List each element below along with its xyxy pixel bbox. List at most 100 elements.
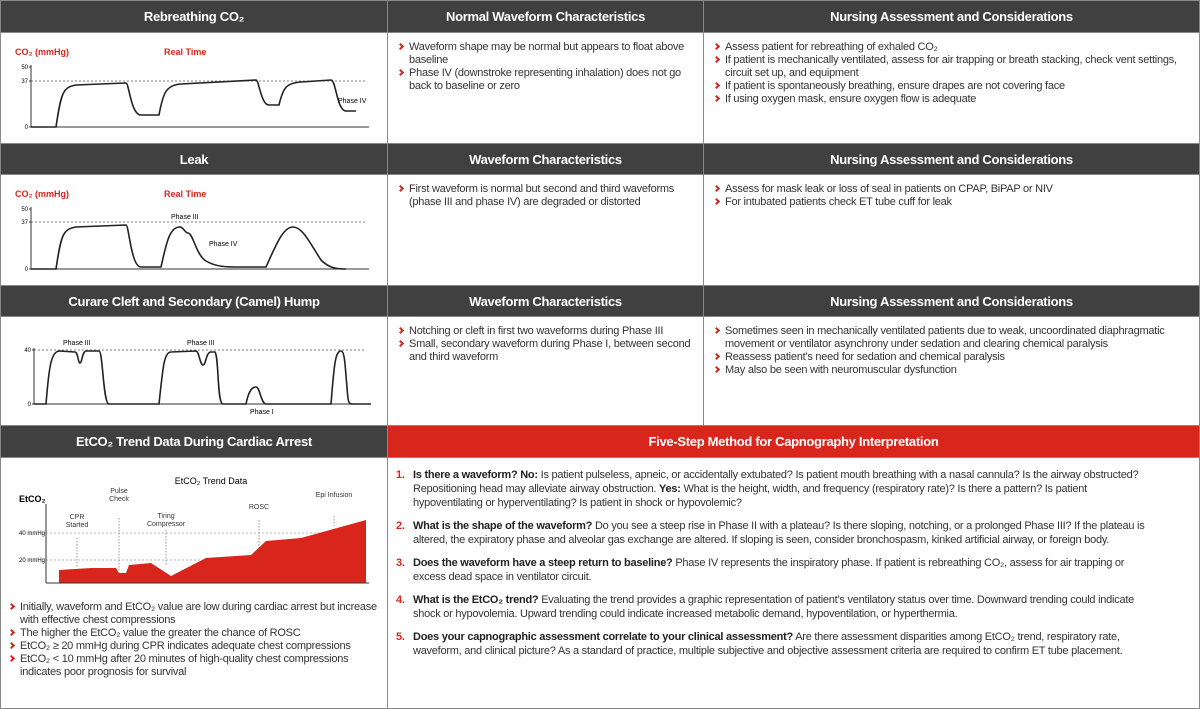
five-step-cell: 1. Is there a waveform? No: Is patient pu… [387, 457, 1200, 709]
waveform [31, 79, 356, 128]
waveform [34, 350, 371, 405]
step-text: Phase IV represents the inspiratory phas… [413, 557, 1125, 583]
step-question: What is the EtCO₂ trend? [413, 594, 539, 606]
graph-cell: CO₂ (mmHg) Real Time 50 37 0 Phase III Phase I… [0, 174, 388, 286]
bullet-item: May also be seen with neuromuscular dysf… [712, 364, 1189, 377]
section-header: Normal Waveform Characteristics [387, 0, 704, 33]
phase-label: Phase III [63, 340, 91, 347]
bullet-item: Sometimes seen in mechanically ventilate… [712, 325, 1189, 351]
bullet-cell: Assess patient for rebreathing of exhale… [703, 32, 1200, 144]
bullet-item: Small, secondary waveform during Phase I… [396, 338, 693, 364]
bullet-chevron [7, 628, 16, 637]
section-header: Five-Step Method for Capnography Interpr… [387, 425, 1200, 458]
bullet-text: EtCO₂ < 10 mmHg after 20 minutes of high… [20, 653, 349, 678]
y-tick-label: 50 [21, 65, 28, 71]
bullet-text: Phase IV (downstroke representing inhala… [409, 67, 681, 92]
chart-title: EtCO₂ Trend Data [175, 476, 248, 486]
bullet-text: Notching or cleft in first two waveforms… [409, 325, 664, 337]
bullet-chevron [712, 326, 721, 335]
bullet-cell: Notching or cleft in first two waveforms… [387, 316, 704, 426]
step-text: Is patient pulseless, apneic, or acciden… [413, 469, 1139, 495]
y-tick-label: 0 [28, 402, 32, 408]
step-question: Yes: [659, 483, 681, 495]
bullet-list: Assess for mask leak or loss of seal in … [712, 183, 1189, 209]
level-label: 40 mmHg [19, 531, 45, 537]
bullet-text: First waveform is normal but second and … [409, 183, 675, 208]
bullet-item: Assess patient for rebreathing of exhale… [712, 41, 1189, 54]
waveform-graph: CO₂ (mmHg) Real Time 50 37 0 Phase IV [15, 47, 369, 131]
step-question: Does your capnographic assessment correl… [413, 631, 793, 643]
bullet-item: Assess for mask leak or loss of seal in … [712, 183, 1189, 196]
section-header: EtCO₂ Trend Data During Cardiac Arrest [0, 425, 388, 458]
section-header: Waveform Characteristics [387, 285, 704, 317]
phase-label: Phase III [187, 340, 215, 347]
bullet-chevron [712, 365, 721, 374]
bullet-item: Phase IV (downstroke representing inhala… [396, 67, 693, 93]
bullet-item: Reassess patient’s need for sedation and… [712, 351, 1189, 364]
bullet-chevron [7, 602, 16, 611]
bullet-chevron [396, 339, 405, 348]
waveform-graph: CO₂ (mmHg) Real Time 50 37 0 Phase III Phase I… [15, 189, 369, 273]
bullet-text: If patient is mechanically ventilated, a… [725, 54, 1177, 79]
bullet-text: May also be seen with neuromuscular dysf… [725, 364, 957, 376]
bullet-item: If patient is spontaneously breathing, e… [712, 80, 1189, 93]
step: 2. What is the shape of the waveform? Do … [396, 519, 1159, 547]
section-header: Leak [0, 143, 388, 175]
waveform-graph: 40 0 Phase III Phase III Phase I [24, 340, 371, 416]
bullet-item: Initially, waveform and EtCO₂ value are … [7, 601, 381, 627]
y-tick-label: 0 [25, 267, 29, 273]
event-label: Epi Infusion [315, 492, 353, 499]
bullet-chevron [712, 94, 721, 103]
bullet-text: The higher the EtCO₂ value the greater t… [20, 627, 301, 639]
event-label: CPR Started [65, 514, 89, 529]
section-header: Waveform Characteristics [387, 143, 704, 175]
step-text: What is the height, width, and frequency… [413, 483, 1087, 509]
level-label: 20 mmHg [19, 558, 45, 564]
y-tick-label: 40 [24, 348, 31, 354]
bullet-list: Sometimes seen in mechanically ventilate… [712, 325, 1189, 377]
step-number: 2. [396, 520, 405, 532]
bullet-text: Initially, waveform and EtCO₂ value are … [20, 601, 377, 626]
step: 3. Does the waveform have a steep return … [396, 556, 1159, 584]
step-list: 1. Is there a waveform? No: Is patient pu… [396, 468, 1159, 658]
y-axis-label: CO₂ (mmHg) [15, 47, 69, 57]
step-number: 1. [396, 469, 405, 481]
bullet-chevron [712, 81, 721, 90]
bullet-cell: Sometimes seen in mechanically ventilate… [703, 316, 1200, 426]
bullet-list: Waveform shape may be normal but appears… [396, 41, 693, 93]
section-header: Nursing Assessment and Considerations [703, 0, 1200, 33]
bullet-chevron [396, 326, 405, 335]
bullet-chevron [7, 641, 16, 650]
bullet-chevron [712, 184, 721, 193]
bullet-chevron [712, 42, 721, 51]
bullet-cell: Assess for mask leak or loss of seal in … [703, 174, 1200, 286]
graph-cell: 40 0 Phase III Phase III Phase I [0, 316, 388, 426]
bullet-item: If using oxygen mask, ensure oxygen flow… [712, 93, 1189, 106]
bullet-text: EtCO₂ ≥ 20 mmHg during CPR indicates ade… [20, 640, 351, 652]
step-text: Are there assessment disparities among E… [413, 631, 1123, 657]
y-axis-label: EtCO₂ [19, 494, 46, 504]
bullet-item: The higher the EtCO₂ value the greater t… [7, 627, 381, 640]
bullet-text: Sometimes seen in mechanically ventilate… [725, 325, 1165, 350]
section-header: Nursing Assessment and Considerations [703, 143, 1200, 175]
step-text: Do you see a steep rise in Phase II with… [413, 520, 1145, 546]
event-label: ROSC [248, 504, 270, 511]
event-label: Tiring Compressor [146, 513, 186, 528]
bullet-chevron [396, 42, 405, 51]
trend-area [59, 520, 366, 583]
y-tick-label: 37 [21, 220, 28, 226]
step-number: 5. [396, 631, 405, 643]
bullet-list: First waveform is normal but second and … [396, 183, 693, 209]
bullet-text: Waveform shape may be normal but appears… [409, 41, 685, 66]
section-header: Nursing Assessment and Considerations [703, 285, 1200, 317]
section-header: Curare Cleft and Secondary (Camel) Hump [0, 285, 388, 317]
bullet-chevron [396, 68, 405, 77]
bullet-cell: First waveform is normal but second and … [387, 174, 704, 286]
step-number: 4. [396, 594, 405, 606]
step-question: Does the waveform have a steep return to… [413, 557, 673, 569]
bullet-chevron [396, 184, 405, 193]
step: 1. Is there a waveform? No: Is patient pu… [396, 468, 1159, 510]
bullet-item: If patient is mechanically ventilated, a… [712, 54, 1189, 80]
phase-label: Phase IV [209, 241, 238, 248]
bullet-cell: Waveform shape may be normal but appears… [387, 32, 704, 144]
